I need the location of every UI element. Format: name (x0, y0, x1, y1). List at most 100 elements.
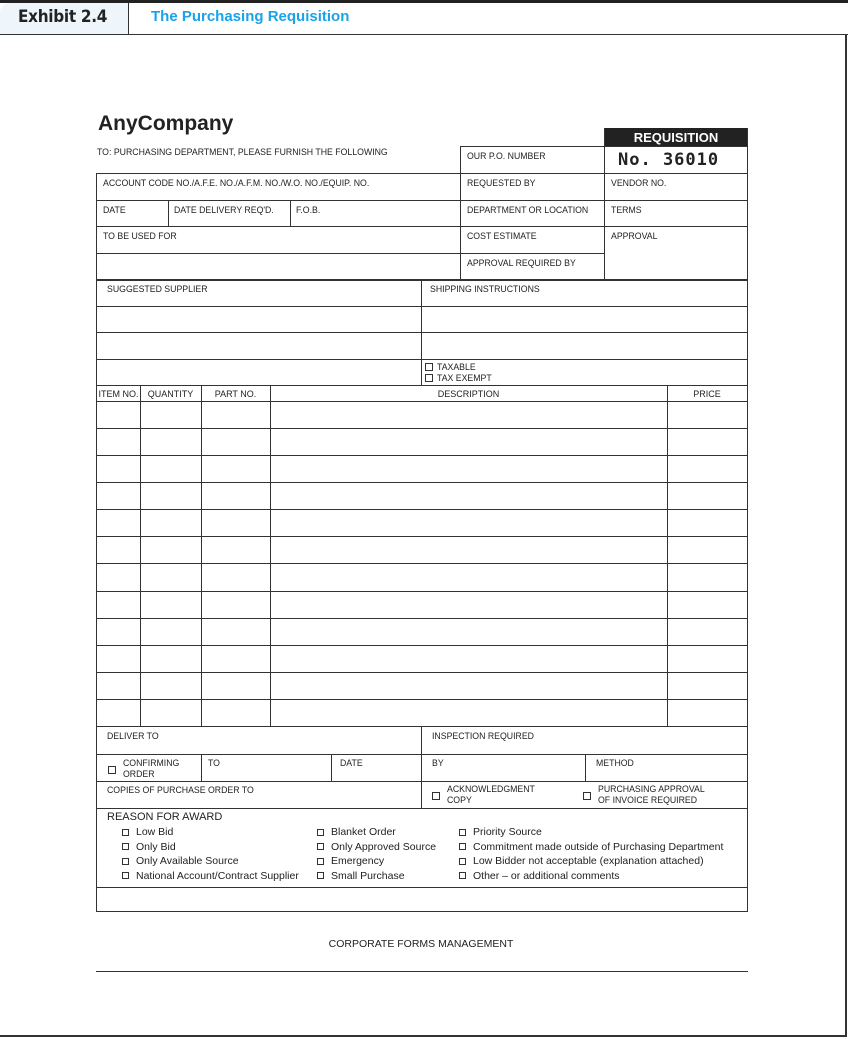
reason-option-label: Other – or additional comments (473, 869, 620, 882)
rule (96, 482, 748, 484)
company-name: AnyCompany (98, 112, 234, 135)
reason-option-label: Only Bid (136, 840, 176, 853)
rule (96, 698, 748, 700)
checkbox-icon[interactable] (122, 872, 129, 880)
purchasing-approval-label: PURCHASING APPROVAL (598, 784, 705, 795)
rule (604, 146, 748, 147)
account-code-label: ACCOUNT CODE NO./A.F.E. NO./A.F.M. NO./W… (103, 178, 370, 189)
checkbox-icon[interactable] (122, 857, 129, 865)
rule (270, 385, 271, 726)
confirming-order-checkbox[interactable] (108, 766, 116, 774)
rule (96, 754, 748, 755)
department-label: DEPARTMENT OR LOCATION (467, 205, 589, 216)
taxable-label: TAXABLE (437, 362, 476, 373)
rule (96, 725, 748, 727)
rule (96, 226, 748, 227)
date-delivery-label: DATE DELIVERY REQ'D. (174, 205, 274, 216)
confirming-order-label-2: ORDER (123, 769, 155, 780)
approval-label: APPROVAL (611, 231, 658, 242)
checkbox-icon[interactable] (459, 828, 466, 836)
by-label: BY (432, 758, 444, 769)
reason-option-label: Only Approved Source (331, 840, 437, 853)
rule (96, 671, 748, 673)
rule (96, 200, 748, 201)
reason-option[interactable]: Low Bid (122, 826, 173, 838)
reason-option[interactable]: Only Bid (122, 841, 176, 853)
to-be-used-for-label: TO BE USED FOR (103, 231, 177, 242)
acknowledgment-checkbox[interactable] (432, 792, 440, 800)
reason-option[interactable]: Only Available Source (122, 855, 239, 867)
rule (96, 173, 97, 911)
rule (201, 754, 202, 781)
reason-option-label: Blanket Order (331, 826, 396, 838)
tax-exempt-checkbox[interactable] (425, 374, 433, 382)
checkbox-icon[interactable] (122, 843, 129, 851)
reason-option-label: Commitment made outside of Purchasing De… (473, 840, 724, 853)
page-border-bottom (0, 1035, 847, 1037)
taxable-checkbox[interactable] (425, 363, 433, 371)
checkbox-icon[interactable] (459, 843, 466, 851)
rule (168, 200, 169, 226)
reason-option[interactable]: Blanket Order (317, 826, 396, 838)
checkbox-icon[interactable] (317, 843, 324, 851)
rule (96, 306, 748, 307)
rule (96, 590, 748, 592)
rule (96, 279, 748, 281)
column-header: ITEM NO. (98, 389, 139, 399)
exhibit-number: Exhibit 2.4 (0, 3, 129, 34)
rule (96, 781, 748, 782)
rule (96, 253, 604, 254)
column-header: QUANTITY (147, 389, 194, 399)
reason-option[interactable]: Emergency (317, 855, 384, 867)
vendor-no-label: VENDOR NO. (611, 178, 667, 189)
rule (96, 911, 748, 912)
copies-label: COPIES OF PURCHASE ORDER TO (107, 785, 254, 796)
fob-label: F.O.B. (296, 205, 321, 216)
checkbox-icon[interactable] (122, 828, 129, 836)
rule (747, 128, 748, 911)
reason-option[interactable]: Small Purchase (317, 870, 405, 882)
exhibit-header (0, 0, 848, 35)
rule (96, 455, 748, 457)
ack-label: ACKNOWLEDGMENT (447, 784, 535, 795)
reason-option-label: Low Bidder not acceptable (explanation a… (473, 855, 704, 867)
rule (421, 726, 422, 808)
rule (96, 428, 748, 430)
reason-option[interactable]: National Account/Contract Supplier (122, 870, 299, 882)
footer-rule (96, 971, 748, 972)
confirming-order-label: CONFIRMING (123, 758, 180, 769)
method-label: METHOD (596, 758, 634, 769)
checkbox-icon[interactable] (459, 857, 466, 865)
checkbox-icon[interactable] (317, 872, 324, 880)
reason-option-label: Emergency (331, 855, 385, 867)
reason-option-label: Low Bid (136, 826, 174, 838)
checkbox-icon[interactable] (317, 828, 324, 836)
to-line: TO: PURCHASING DEPARTMENT, PLEASE FURNIS… (97, 147, 388, 158)
rule (421, 279, 422, 385)
reason-option[interactable]: Low Bidder not acceptable (explanation a… (459, 855, 704, 867)
tax-exempt-label: TAX EXEMPT (437, 373, 492, 384)
rule (96, 509, 748, 511)
date-label: DATE (103, 205, 126, 216)
approval-required-by-label: APPROVAL REQUIRED BY (467, 258, 576, 269)
requisition-label: REQUISITION (604, 128, 748, 147)
rule (667, 385, 668, 726)
reason-option[interactable]: Only Approved Source (317, 841, 436, 853)
reason-option[interactable]: Other – or additional comments (459, 870, 620, 882)
column-header: DESCRIPTION (437, 389, 500, 399)
checkbox-icon[interactable] (317, 857, 324, 865)
shipping-instructions-label: SHIPPING INSTRUCTIONS (430, 284, 540, 295)
rule (96, 563, 748, 565)
rule (331, 754, 332, 781)
rule (96, 173, 748, 174)
reason-option[interactable]: Priority Source (459, 826, 542, 838)
reason-option-label: National Account/Contract Supplier (136, 869, 299, 882)
rule (96, 644, 748, 646)
rule (460, 146, 604, 147)
checkbox-icon[interactable] (459, 872, 466, 880)
purchasing-approval-checkbox[interactable] (583, 792, 591, 800)
page-border-right (845, 34, 847, 1037)
rule (96, 617, 748, 619)
reason-option[interactable]: Commitment made outside of Purchasing De… (459, 841, 723, 853)
reason-option-label: Small Purchase (331, 869, 405, 882)
